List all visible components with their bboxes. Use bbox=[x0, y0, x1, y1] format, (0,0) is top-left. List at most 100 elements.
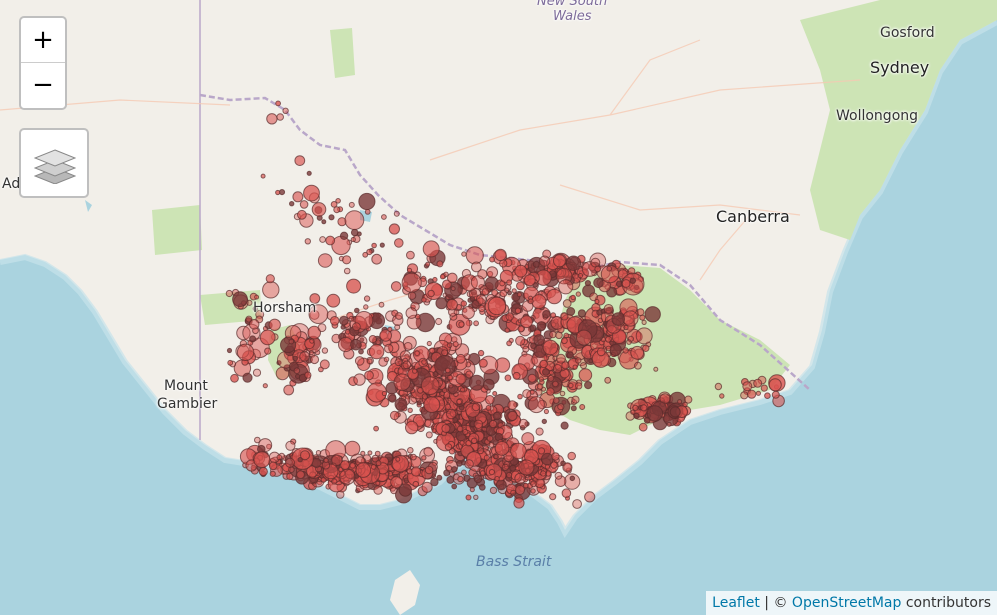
data-marker[interactable] bbox=[364, 370, 374, 381]
data-marker[interactable] bbox=[630, 345, 645, 360]
data-marker[interactable] bbox=[461, 306, 475, 320]
data-marker[interactable] bbox=[530, 480, 537, 488]
data-marker[interactable] bbox=[577, 319, 598, 340]
data-marker[interactable] bbox=[561, 361, 570, 370]
data-marker[interactable] bbox=[542, 339, 559, 356]
data-marker[interactable] bbox=[493, 453, 499, 460]
data-marker[interactable] bbox=[642, 344, 650, 352]
data-marker[interactable] bbox=[410, 301, 420, 312]
data-marker[interactable] bbox=[550, 461, 558, 469]
data-marker[interactable] bbox=[358, 348, 364, 355]
data-marker[interactable] bbox=[561, 488, 572, 499]
data-marker[interactable] bbox=[593, 277, 604, 289]
data-marker[interactable] bbox=[394, 397, 408, 411]
data-marker[interactable] bbox=[459, 440, 465, 446]
data-marker[interactable] bbox=[450, 286, 456, 292]
data-marker[interactable] bbox=[578, 368, 593, 382]
data-marker[interactable] bbox=[536, 321, 547, 331]
data-marker[interactable] bbox=[436, 474, 443, 481]
data-marker[interactable] bbox=[636, 308, 645, 317]
data-marker[interactable] bbox=[530, 488, 536, 494]
data-marker[interactable] bbox=[370, 464, 377, 470]
data-marker[interactable] bbox=[323, 457, 329, 463]
data-marker[interactable] bbox=[552, 380, 559, 388]
data-marker[interactable] bbox=[478, 305, 486, 313]
data-marker[interactable] bbox=[635, 327, 653, 345]
data-marker[interactable] bbox=[577, 309, 587, 318]
data-marker[interactable] bbox=[395, 312, 403, 320]
data-marker[interactable] bbox=[405, 420, 419, 435]
data-marker[interactable] bbox=[489, 486, 498, 495]
data-marker[interactable] bbox=[575, 291, 581, 297]
data-marker[interactable] bbox=[441, 424, 451, 433]
data-marker[interactable] bbox=[358, 192, 376, 211]
data-marker[interactable] bbox=[434, 355, 456, 377]
data-marker[interactable] bbox=[486, 435, 494, 442]
data-marker[interactable] bbox=[375, 460, 382, 467]
data-marker[interactable] bbox=[589, 292, 598, 302]
data-marker[interactable] bbox=[580, 362, 587, 370]
data-marker[interactable] bbox=[577, 273, 584, 279]
data-marker[interactable] bbox=[252, 305, 259, 312]
data-marker[interactable] bbox=[425, 261, 431, 267]
data-marker[interactable] bbox=[245, 315, 253, 323]
data-marker[interactable] bbox=[394, 238, 404, 248]
data-marker[interactable] bbox=[506, 340, 513, 347]
data-marker[interactable] bbox=[423, 396, 441, 414]
data-marker[interactable] bbox=[426, 340, 432, 347]
data-marker[interactable] bbox=[249, 335, 257, 343]
data-marker[interactable] bbox=[381, 390, 387, 397]
data-marker[interactable] bbox=[719, 393, 725, 399]
data-marker[interactable] bbox=[471, 299, 480, 309]
data-marker[interactable] bbox=[339, 231, 349, 241]
data-marker[interactable] bbox=[549, 493, 557, 501]
data-marker[interactable] bbox=[363, 304, 369, 310]
osm-link[interactable]: OpenStreetMap bbox=[791, 595, 902, 611]
data-marker[interactable] bbox=[304, 238, 311, 245]
data-marker[interactable] bbox=[317, 323, 327, 333]
data-marker[interactable] bbox=[236, 325, 251, 341]
data-marker[interactable] bbox=[527, 396, 545, 414]
data-marker[interactable] bbox=[447, 272, 458, 284]
data-marker[interactable] bbox=[630, 409, 636, 415]
data-marker[interactable] bbox=[546, 387, 555, 396]
data-marker[interactable] bbox=[371, 253, 383, 265]
data-marker[interactable] bbox=[514, 264, 528, 278]
data-marker[interactable] bbox=[455, 353, 466, 364]
data-marker[interactable] bbox=[395, 456, 401, 462]
data-marker[interactable] bbox=[465, 370, 474, 379]
data-marker[interactable] bbox=[518, 459, 535, 476]
data-marker[interactable] bbox=[557, 403, 565, 411]
data-marker[interactable] bbox=[488, 469, 495, 476]
data-marker[interactable] bbox=[352, 322, 361, 332]
data-marker[interactable] bbox=[653, 366, 659, 372]
data-marker[interactable] bbox=[389, 410, 400, 421]
data-marker[interactable] bbox=[364, 209, 371, 215]
data-marker[interactable] bbox=[484, 276, 499, 291]
data-marker[interactable] bbox=[570, 294, 576, 301]
data-marker[interactable] bbox=[304, 371, 312, 379]
data-marker[interactable] bbox=[515, 485, 525, 495]
data-marker[interactable] bbox=[253, 451, 271, 469]
data-marker[interactable] bbox=[394, 377, 401, 383]
data-marker[interactable] bbox=[521, 432, 535, 446]
data-marker[interactable] bbox=[558, 279, 574, 295]
data-marker[interactable] bbox=[452, 372, 458, 378]
data-marker[interactable] bbox=[460, 300, 467, 307]
data-marker[interactable] bbox=[619, 298, 638, 317]
data-marker[interactable] bbox=[477, 349, 485, 357]
data-marker[interactable] bbox=[494, 248, 507, 262]
data-marker[interactable] bbox=[309, 293, 321, 304]
data-marker[interactable] bbox=[435, 297, 448, 310]
data-marker[interactable] bbox=[590, 257, 601, 268]
data-marker[interactable] bbox=[604, 376, 612, 384]
data-marker[interactable] bbox=[747, 389, 757, 399]
data-marker[interactable] bbox=[560, 421, 569, 430]
data-marker[interactable] bbox=[441, 349, 449, 357]
data-marker[interactable] bbox=[412, 480, 420, 488]
data-marker[interactable] bbox=[448, 383, 454, 389]
data-marker[interactable] bbox=[236, 343, 255, 361]
data-marker[interactable] bbox=[495, 479, 507, 491]
data-marker[interactable] bbox=[605, 335, 612, 343]
data-marker[interactable] bbox=[468, 374, 485, 391]
